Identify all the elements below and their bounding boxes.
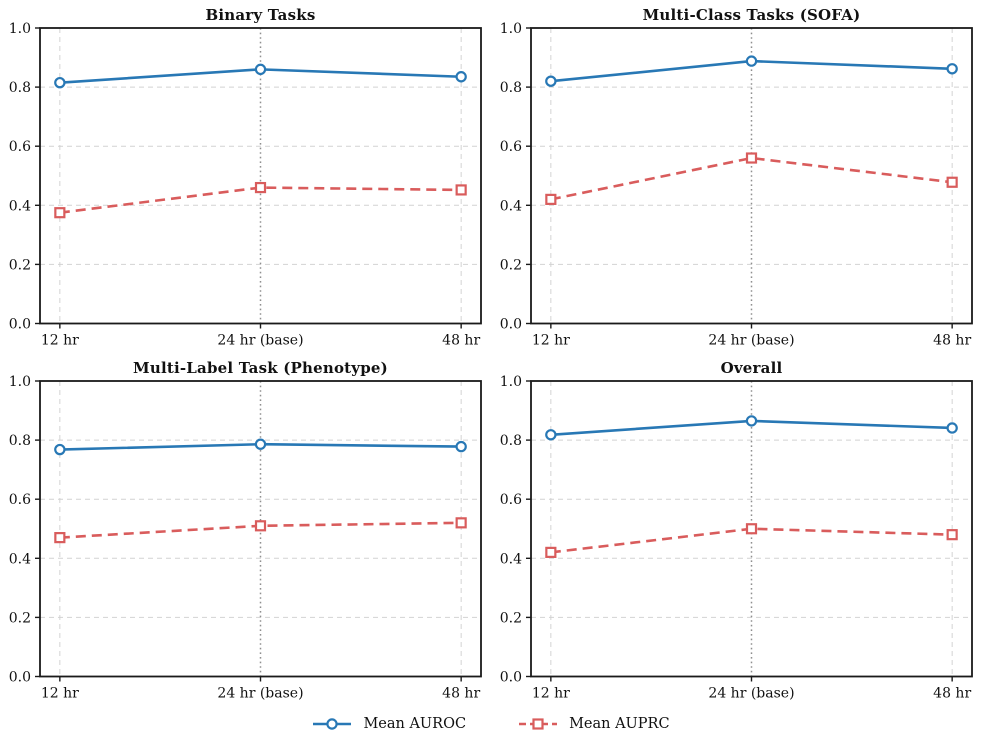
mean-auprc-marker <box>54 532 66 544</box>
subplot-title-binary-tasks: Binary Tasks <box>205 6 316 24</box>
legend: Mean AUROC Mean AUPRC <box>0 716 982 732</box>
y-tick-label: 1.0 <box>500 21 522 37</box>
y-tick-label: 1.0 <box>500 374 522 390</box>
auroc-line-swatch-icon <box>313 718 352 730</box>
mean-auprc-line <box>550 527 953 554</box>
x-tick-label: 12 hr <box>41 333 79 349</box>
y-tick-label: 0.4 <box>500 551 522 567</box>
multiclass-sofa-chart: 0.0 0.2 0.4 0.6 0.8 1.0 12 hr 24 hr (base) 48 hr <box>500 21 973 349</box>
x-tick-label: 24 hr (base) <box>708 686 794 702</box>
x-tick-label: 12 hr <box>41 686 79 702</box>
mean-auroc-marker <box>545 429 557 441</box>
y-tick-label: 0.8 <box>500 433 522 449</box>
y-tick-label: 0.0 <box>500 670 522 686</box>
mean-auroc-marker <box>745 55 758 67</box>
x-tick-label: 24 hr (base) <box>217 333 303 349</box>
mean-auprc-marker <box>545 546 557 558</box>
x-tick-label: 48 hr <box>933 333 971 349</box>
subplot-overall: Overall 0.0 0.2 0.4 0.6 0.8 1.0 12 hr 24 hr (ba… <box>491 353 982 706</box>
x-tick-label: 24 hr (base) <box>708 333 794 349</box>
mean-auprc-marker <box>455 517 467 529</box>
subplot-title-overall: Overall <box>720 359 783 377</box>
x-tick-label: 48 hr <box>442 333 480 349</box>
mean-auprc-marker <box>455 184 467 196</box>
y-tick-label: 0.6 <box>500 139 522 155</box>
subplot-multilabel-phenotype: Multi-Label Task (Phenotype) 0.0 0.2 0.4 0.… <box>0 353 491 706</box>
mean-auprc-marker <box>946 176 958 188</box>
y-tick-label: 0.8 <box>9 80 31 96</box>
y-tick-label: 0.2 <box>500 610 522 626</box>
subplot-title-multiclass-sofa: Multi-Class Tasks (SOFA) <box>642 6 861 24</box>
mean-auroc-marker <box>455 71 467 83</box>
auprc-line-swatch-icon <box>519 718 558 730</box>
mean-auroc-marker <box>946 63 958 75</box>
y-tick-label: 0.6 <box>9 139 31 155</box>
x-tick-label: 48 hr <box>442 686 480 702</box>
mean-auprc-line <box>550 156 953 201</box>
y-tick-label: 0.2 <box>9 257 31 273</box>
mean-auroc-marker <box>745 415 758 427</box>
legend-swatch-marker <box>326 718 339 730</box>
mean-auroc-marker <box>254 438 267 450</box>
y-tick-label: 0.8 <box>9 433 31 449</box>
y-tick-label: 0.8 <box>500 80 522 96</box>
mean-auprc-marker <box>54 207 66 219</box>
mean-auroc-marker <box>455 440 467 453</box>
mean-auroc-marker <box>54 76 66 89</box>
x-tick-label: 12 hr <box>532 333 570 349</box>
subplot-binary-tasks: Binary Tasks 0.0 0.2 0.4 0.6 0.8 1.0 12 hr 24 h… <box>0 0 491 353</box>
y-tick-label: 0.4 <box>9 551 31 567</box>
y-tick-label: 0.0 <box>500 317 522 333</box>
mean-auprc-marker <box>254 520 267 532</box>
mean-auroc-marker <box>545 75 557 87</box>
legend-label-auroc: Mean AUROC <box>363 716 467 732</box>
binary-tasks-chart: 0.0 0.2 0.4 0.6 0.8 1.0 12 hr 24 hr (base) 48 hr <box>9 21 482 349</box>
x-tick-label: 24 hr (base) <box>217 686 303 702</box>
mean-auroc-marker <box>946 422 958 434</box>
mean-auprc-marker <box>745 152 758 164</box>
x-tick-label: 12 hr <box>532 686 570 702</box>
y-tick-label: 0.4 <box>9 198 31 214</box>
y-tick-label: 0.6 <box>500 492 522 508</box>
y-tick-label: 0.0 <box>9 317 31 333</box>
mean-auprc-marker <box>745 523 758 535</box>
y-tick-label: 0.2 <box>9 610 31 626</box>
subplot-multiclass-sofa: Multi-Class Tasks (SOFA) 0.0 0.2 0.4 0.6 0.8… <box>491 0 982 353</box>
mean-auprc-marker <box>254 181 267 194</box>
legend-item-auprc: Mean AUPRC <box>518 716 670 732</box>
y-tick-label: 0.2 <box>500 257 522 273</box>
mean-auroc-marker <box>54 443 66 456</box>
legend-label-auprc: Mean AUPRC <box>569 716 670 732</box>
mean-auroc-marker <box>254 63 267 76</box>
y-tick-label: 0.6 <box>9 492 31 508</box>
mean-auprc-marker <box>545 193 557 205</box>
y-tick-label: 1.0 <box>9 21 31 37</box>
mean-auprc-marker <box>946 529 958 541</box>
multilabel-phenotype-chart: 0.0 0.2 0.4 0.6 0.8 1.0 12 hr 24 hr (base) 48 hr <box>9 374 482 702</box>
overall-chart: 0.0 0.2 0.4 0.6 0.8 1.0 12 hr 24 hr (base) 48 hr <box>500 374 973 702</box>
mean-auprc-line <box>59 186 462 214</box>
legend-item-auroc: Mean AUROC <box>312 716 466 732</box>
legend-swatch-marker <box>532 718 544 730</box>
y-tick-label: 1.0 <box>9 374 31 390</box>
subplot-title-multilabel-phenotype: Multi-Label Task (Phenotype) <box>133 359 388 377</box>
y-tick-label: 0.0 <box>9 670 31 686</box>
y-tick-label: 0.4 <box>500 198 522 214</box>
x-tick-label: 48 hr <box>933 686 971 702</box>
